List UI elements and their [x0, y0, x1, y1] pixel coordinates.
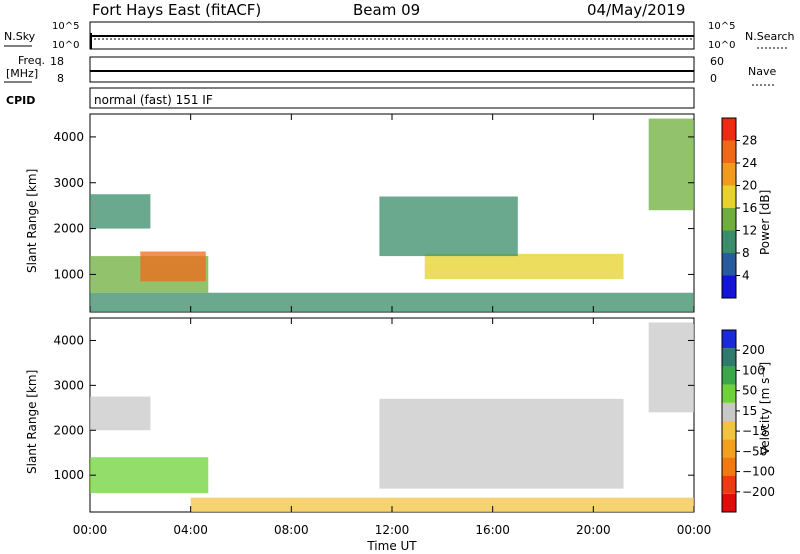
ytick-label: 1000: [53, 267, 84, 281]
noise-panel: 10^5 10^0 10^5 10^0 N.Sky N.Search: [4, 21, 795, 51]
colorbar-tick-label: 200: [742, 343, 765, 357]
ytick-label: 3000: [53, 378, 84, 392]
colorbar-tick-label: 24: [742, 156, 757, 170]
freq-label: Freq.: [18, 54, 45, 67]
nave-tick-low: 0: [710, 72, 717, 85]
colorbar-tick-label: −200: [742, 485, 775, 499]
xtick-label: 08:00: [274, 523, 309, 537]
xtick-label: 12:00: [375, 523, 410, 537]
time-axis: 00:00 04:00 08:00 12:00 16:00 20:00 00:00: [73, 114, 712, 537]
freq-tick-low: 8: [57, 72, 64, 85]
scatter-region: [424, 253, 624, 279]
nave-label: Nave: [748, 65, 776, 78]
colorbar-tick-label: 20: [742, 179, 757, 193]
scatter-region: [90, 194, 151, 229]
colorbar-tick-label: 4: [742, 269, 750, 283]
colorbar-tick-label: 50: [742, 384, 757, 398]
scatter-region: [379, 398, 624, 489]
scatter-region: [90, 457, 209, 494]
nsky-label: N.Sky: [4, 30, 36, 43]
colorbar-swatch: [722, 475, 736, 494]
velocity-data-marks: [90, 322, 694, 512]
colorbar-tick-label: −100: [742, 465, 775, 479]
nave-tick-high: 60: [710, 55, 724, 68]
colorbar-swatch: [722, 439, 736, 458]
xtick-label: 00:00: [677, 523, 712, 537]
nsearch-label: N.Search: [745, 30, 795, 43]
colorbar-swatch: [722, 140, 736, 163]
velocity-colorbar-label: Velocity [m s⁻¹]: [758, 362, 772, 455]
scatter-region: [140, 251, 206, 282]
noise-right-tick-high: 10^5: [708, 21, 735, 32]
colorbar-swatch: [722, 163, 736, 186]
velocity-yticks: 1000 2000 3000 4000: [53, 333, 694, 482]
colorbar-tick-label: 15: [742, 404, 757, 418]
freq-tick-high: 18: [50, 55, 64, 68]
colorbar-swatch: [722, 384, 736, 403]
scatter-region: [190, 497, 694, 512]
velocity-colorbar: 200 100 50 15 −15 −50 −100 −200: [721, 329, 775, 513]
power-yticks: 1000 2000 3000 4000: [53, 130, 694, 281]
ytick-label: 2000: [53, 222, 84, 236]
cpid-panel: normal (fast) 151 IF CPID: [6, 87, 695, 109]
power-ylabel: Slant Range [km]: [25, 169, 39, 273]
colorbar-tick-label: −50: [742, 444, 767, 458]
colorbar-swatch: [722, 421, 736, 440]
colorbar-swatch: [722, 366, 736, 385]
colorbar-tick-label: 28: [742, 134, 757, 148]
scatter-region: [648, 118, 694, 211]
colorbar-swatch: [722, 402, 736, 421]
scatter-region: [648, 322, 694, 413]
colorbar-tick-label: 8: [742, 246, 750, 260]
velocity-panel: 1000 2000 3000 4000 Slant Range [km]: [25, 317, 695, 513]
colorbar-swatch: [722, 330, 736, 349]
scatter-region: [379, 196, 518, 257]
beam-title: Beam 09: [353, 1, 420, 19]
colorbar-swatch: [722, 208, 736, 231]
colorbar-swatch: [722, 493, 736, 512]
scatter-region: [90, 396, 151, 431]
xtick-label: 04:00: [173, 523, 208, 537]
freq-unit: [MHz]: [6, 67, 38, 80]
colorbar-swatch: [722, 185, 736, 208]
ytick-label: 4000: [53, 130, 84, 144]
power-colorbar-label: Power [dB]: [758, 190, 772, 255]
colorbar-swatch: [722, 275, 736, 298]
ytick-label: 2000: [53, 423, 84, 437]
power-data-marks: [90, 118, 694, 312]
xaxis-label: Time UT: [366, 539, 417, 553]
noise-left-tick-low: 10^0: [52, 40, 79, 51]
colorbar-swatch: [722, 457, 736, 476]
date-title: 04/May/2019: [587, 1, 685, 19]
cpid-value: normal (fast) 151 IF: [94, 93, 213, 107]
station-title: Fort Hays East (fitACF): [92, 1, 261, 19]
ytick-label: 4000: [53, 333, 84, 347]
colorbar-tick-label: 16: [742, 201, 757, 215]
ytick-label: 3000: [53, 176, 84, 190]
xtick-label: 00:00: [73, 523, 108, 537]
colorbar-tick-label: 12: [742, 224, 757, 238]
scatter-region: [90, 292, 694, 312]
velocity-ylabel: Slant Range [km]: [25, 370, 39, 474]
noise-right-tick-low: 10^0: [708, 40, 735, 51]
colorbar-tick-label: −15: [742, 424, 767, 438]
xtick-label: 16:00: [475, 523, 510, 537]
cpid-label: CPID: [6, 94, 35, 107]
xtick-label: 20:00: [576, 523, 611, 537]
colorbar-swatch: [722, 230, 736, 253]
noise-left-tick-high: 10^5: [52, 21, 79, 32]
colorbar-tick-label: 100: [742, 363, 765, 377]
frequency-panel: 18 8 60 0 Freq. [MHz] Nave: [4, 54, 776, 86]
colorbar-swatch: [722, 348, 736, 367]
power-colorbar: 28 24 20 16 12 8 4: [721, 117, 757, 299]
colorbar-swatch: [722, 253, 736, 276]
ytick-label: 1000: [53, 468, 84, 482]
power-panel: 1000 2000 3000 4000 Slant Range [km]: [25, 113, 695, 313]
colorbar-swatch: [722, 118, 736, 141]
